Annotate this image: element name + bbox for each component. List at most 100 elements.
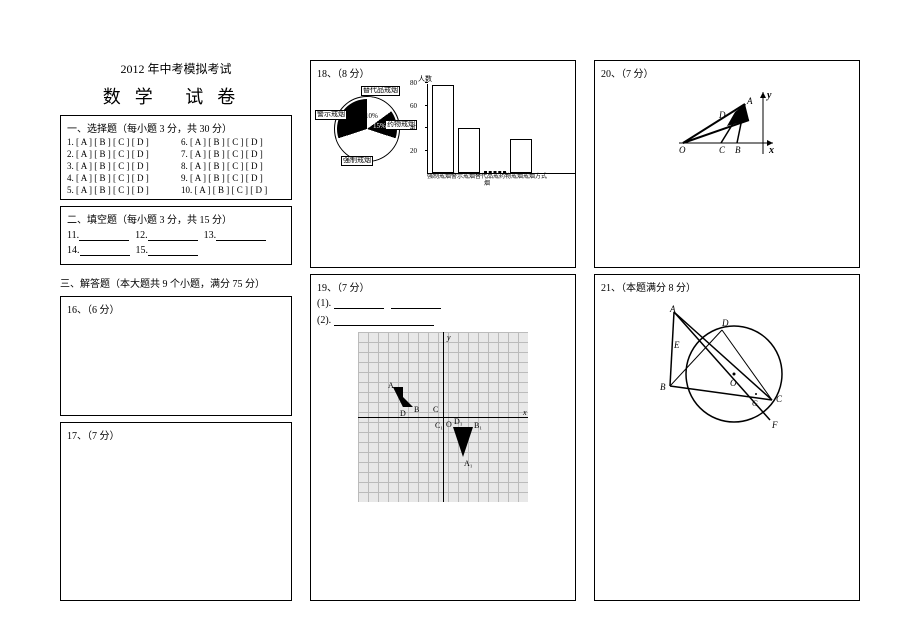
- q18-label: 18、（8 分）: [317, 65, 569, 80]
- svg-text:x: x: [768, 145, 774, 156]
- bar-ytick-label: 80: [410, 79, 417, 87]
- bar-ytick-label: 20: [410, 147, 417, 155]
- question-19-box: 19、（7 分） (1). (2). A B C D: [310, 274, 576, 601]
- bar-ytick-label: 40: [410, 124, 417, 132]
- section-1-label: 一、选择题（每小题 3 分，共 30 分）: [67, 120, 285, 135]
- fill-num: 11.: [67, 230, 79, 241]
- question-16-box: 16、（6 分）: [60, 296, 292, 416]
- svg-text:O: O: [679, 145, 686, 155]
- exam-year-line: 2012 年中考模拟考试: [60, 60, 292, 77]
- svg-text:y: y: [446, 333, 451, 342]
- question-17-box: 17、（7 分）: [60, 422, 292, 601]
- fill-row-2: 14. 15.: [67, 245, 285, 256]
- svg-text:O: O: [730, 378, 737, 388]
- question-21-box: 21、（本题满分 8 分） A B C D E O: [594, 274, 860, 601]
- mc-item[interactable]: 2. [ A ] [ B ] [ C ] [ D ]: [67, 149, 171, 159]
- bar-category-label: 替代品戒烟: [475, 174, 499, 187]
- mc-item[interactable]: 10. [ A ] [ B ] [ C ] [ D ]: [181, 185, 285, 195]
- pie-pct-15: 15%: [373, 122, 386, 130]
- svg-text:y: y: [766, 90, 772, 101]
- section-3-label: 三、解答题（本大题共 9 个小题，满分 75 分）: [60, 275, 292, 290]
- exam-subject: 数学 试卷: [60, 83, 292, 109]
- section-1-multiple-choice: 一、选择题（每小题 3 分，共 30 分） 1. [ A ] [ B ] [ C…: [60, 115, 292, 200]
- pie-callout-4: 强制戒烟: [341, 156, 373, 166]
- svg-text:D: D: [400, 409, 406, 418]
- fill-num: 14.: [67, 245, 80, 256]
- column-right: 20、（7 分） O C B D A x: [594, 60, 860, 607]
- mc-item[interactable]: 5. [ A ] [ B ] [ C ] [ D ]: [67, 185, 171, 195]
- fill-num: 15.: [136, 245, 149, 256]
- fill-blank[interactable]: [216, 231, 266, 241]
- svg-text:A₁: A₁: [464, 459, 473, 468]
- fill-num: 12.: [135, 230, 148, 241]
- mc-item[interactable]: 8. [ A ] [ B ] [ C ] [ D ]: [181, 161, 285, 171]
- q20-label: 20、（7 分）: [601, 65, 853, 80]
- svg-text:D: D: [721, 318, 729, 328]
- bar-category-label: 药物戒烟: [499, 174, 523, 187]
- fill-blank[interactable]: [79, 231, 129, 241]
- bar: [510, 139, 532, 173]
- mc-item[interactable]: 9. [ A ] [ B ] [ C ] [ D ]: [181, 173, 285, 183]
- svg-text:A: A: [669, 304, 676, 314]
- svg-text:D₁: D₁: [454, 417, 463, 426]
- svg-text:C: C: [719, 145, 726, 155]
- q21-diagram: A B C D E O F G: [652, 304, 802, 434]
- column-left: 2012 年中考模拟考试 数学 试卷 一、选择题（每小题 3 分，共 30 分）…: [60, 60, 292, 607]
- column-middle: 18、（8 分） 替代品戒烟 警示戒烟 药物戒烟 强制戒烟 10% 15% 人数…: [310, 60, 576, 607]
- mc-item[interactable]: 7. [ A ] [ B ] [ C ] [ D ]: [181, 149, 285, 159]
- svg-text:B: B: [414, 405, 419, 414]
- mc-item[interactable]: 4. [ A ] [ B ] [ C ] [ D ]: [67, 173, 171, 183]
- pie-callout-1: 替代品戒烟: [361, 86, 400, 96]
- section-2-label: 二、填空题（每小题 3 分，共 15 分）: [67, 211, 285, 226]
- bar-category-label: 警示戒烟: [451, 174, 475, 187]
- mc-item[interactable]: 6. [ A ] [ B ] [ C ] [ D ]: [181, 137, 285, 147]
- bar-ytick-label: 60: [410, 102, 417, 110]
- svg-text:A: A: [388, 381, 394, 390]
- mc-item[interactable]: 3. [ A ] [ B ] [ C ] [ D ]: [67, 161, 171, 171]
- section-3-heading: 三、解答题（本大题共 9 个小题，满分 75 分）: [60, 271, 292, 296]
- bar: [458, 128, 480, 173]
- q19-label: 19、（7 分）: [317, 279, 569, 294]
- bar: [484, 171, 506, 173]
- svg-text:E: E: [673, 340, 680, 350]
- q21-label: 21、（本题满分 8 分）: [601, 279, 853, 294]
- fill-blank[interactable]: [148, 246, 198, 256]
- q19-sub2: (2).: [317, 315, 331, 326]
- q18-bar-chart: 人数 20406080: [427, 84, 575, 174]
- svg-text:O: O: [446, 420, 452, 429]
- bar-xlabels: 强制戒烟警示戒烟替代品戒烟药物戒烟戒烟方式: [427, 174, 575, 187]
- q20-diagram: O C B D A x y: [677, 88, 777, 158]
- mc-option-grid: 1. [ A ] [ B ] [ C ] [ D ] 6. [ A ] [ B ]…: [67, 137, 285, 195]
- svg-text:B: B: [660, 382, 666, 392]
- q19-triangles: A B C D A₁ B₁ C₁ D₁ O x y: [358, 332, 528, 502]
- question-20-box: 20、（7 分） O C B D A x: [594, 60, 860, 268]
- svg-text:G: G: [752, 399, 758, 408]
- svg-text:F: F: [771, 420, 778, 430]
- svg-text:C: C: [776, 394, 783, 404]
- pie-pct-10: 10%: [365, 112, 378, 120]
- svg-text:B₁: B₁: [474, 421, 482, 430]
- bar-category-label: 强制戒烟: [427, 174, 451, 187]
- q19-sub1: (1).: [317, 298, 331, 309]
- bar: [432, 85, 454, 173]
- svg-text:A: A: [746, 96, 753, 106]
- svg-text:C₁: C₁: [435, 421, 443, 430]
- fill-num: 13.: [204, 230, 217, 241]
- fill-row-1: 11. 12. 13.: [67, 230, 285, 241]
- q19-blank-2[interactable]: [391, 299, 441, 309]
- q19-coordinate-grid: A B C D A₁ B₁ C₁ D₁ O x y: [358, 332, 528, 502]
- svg-text:C: C: [433, 405, 438, 414]
- bar-category-label: 戒烟方式: [523, 174, 547, 187]
- fill-blank[interactable]: [148, 231, 198, 241]
- fill-blank[interactable]: [80, 246, 130, 256]
- q19-blank-1[interactable]: [334, 299, 384, 309]
- mc-item[interactable]: 1. [ A ] [ B ] [ C ] [ D ]: [67, 137, 171, 147]
- section-2-fill-blank: 二、填空题（每小题 3 分，共 15 分） 11. 12. 13. 14. 15.: [60, 206, 292, 265]
- q17-label: 17、（7 分）: [67, 427, 285, 442]
- q19-blank-3[interactable]: [334, 316, 434, 326]
- svg-text:x: x: [522, 408, 527, 417]
- q16-label: 16、（6 分）: [67, 301, 285, 316]
- pie-callout-2: 警示戒烟: [315, 110, 347, 120]
- svg-text:B: B: [735, 145, 741, 155]
- question-18-box: 18、（8 分） 替代品戒烟 警示戒烟 药物戒烟 强制戒烟 10% 15% 人数…: [310, 60, 576, 268]
